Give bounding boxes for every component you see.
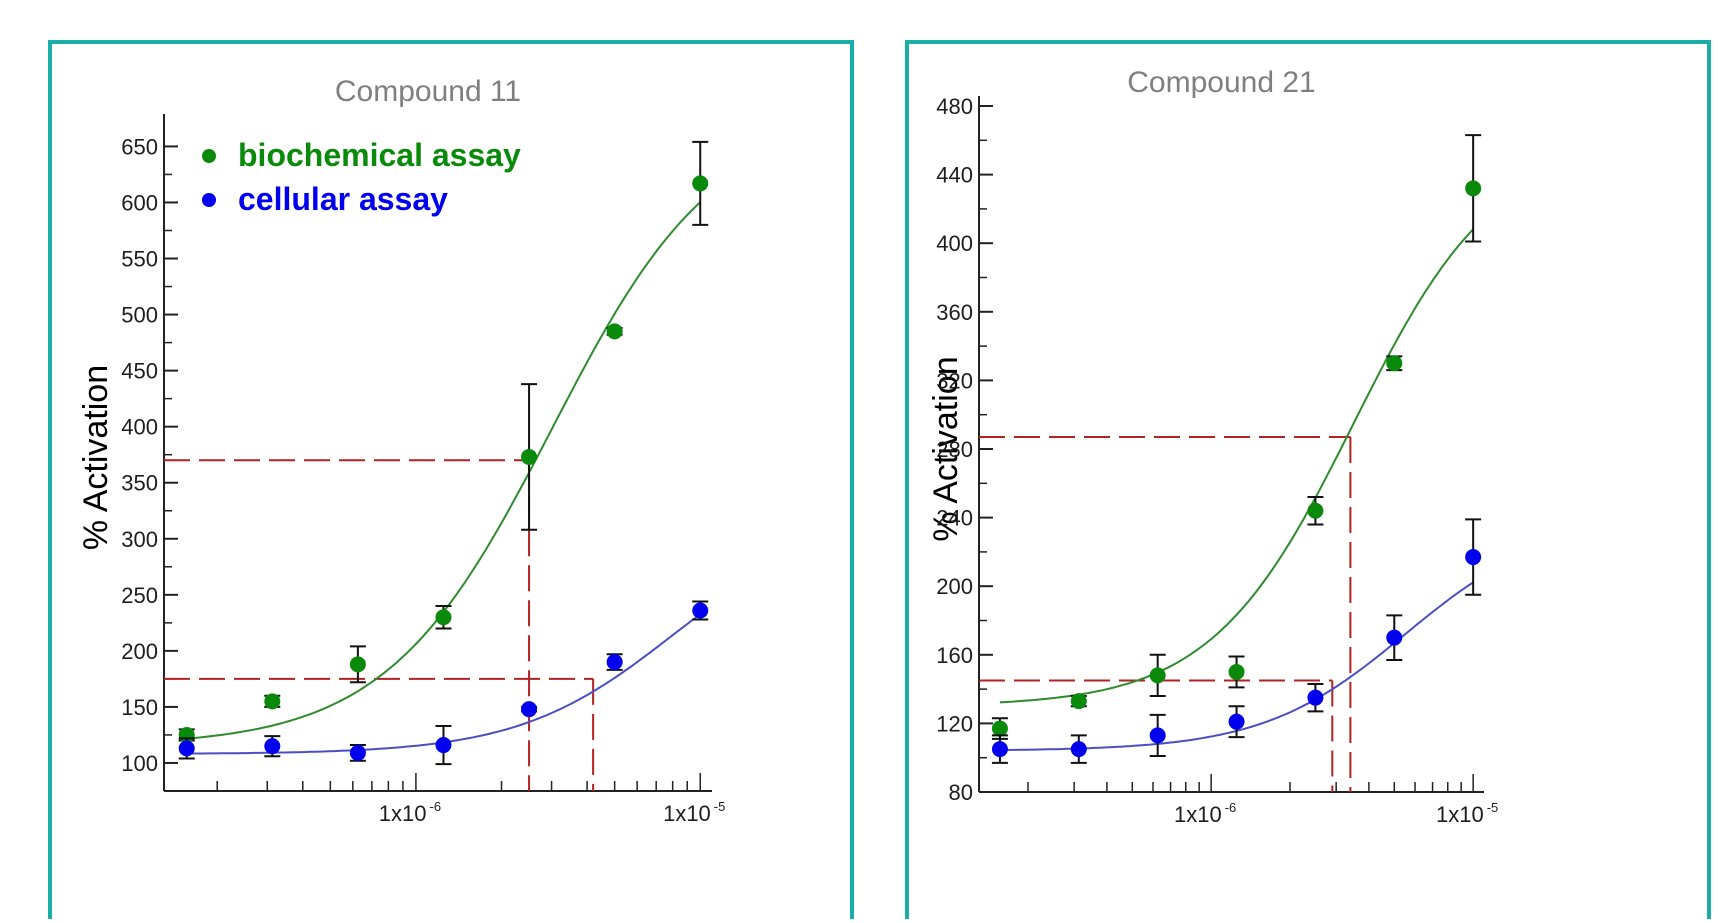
data-point-biochemical (606, 323, 623, 340)
x-tick-label-base: 1x10 (1174, 802, 1222, 827)
y-tick-label: 440 (936, 163, 973, 188)
data-point-cellular (264, 738, 281, 755)
y-tick-label: 300 (121, 527, 158, 552)
legend-marker-biochemical (202, 149, 216, 163)
y-tick-label: 600 (121, 190, 158, 215)
x-tick-label: 1x10 -5 (663, 799, 725, 826)
y-tick-label: 480 (936, 94, 973, 119)
data-point-cellular (521, 701, 538, 718)
x-tick-label: 1x10 -6 (1174, 800, 1236, 827)
legend-label-biochemical: biochemical assay (238, 137, 521, 173)
data-point-cellular (606, 654, 623, 671)
data-point-biochemical (521, 448, 538, 465)
data-point-biochemical (692, 175, 709, 192)
data-point-biochemical (1149, 667, 1166, 684)
data-point-cellular (692, 602, 709, 619)
x-tick-label: 1x10 -6 (379, 799, 441, 826)
chart-title: Compound 21 (1127, 66, 1315, 99)
data-point-biochemical (1070, 693, 1087, 710)
y-tick-label: 650 (121, 134, 158, 159)
data-point-biochemical (1465, 180, 1482, 197)
data-point-biochemical (435, 609, 452, 626)
x-tick-label-exponent: -6 (1225, 800, 1237, 815)
y-tick-label: 80 (949, 780, 973, 805)
y-tick-label: 350 (121, 471, 158, 496)
chart-title: Compound 11 (335, 75, 521, 108)
x-tick-label: 1x10 -5 (1436, 800, 1498, 827)
y-tick-label: 320 (936, 368, 973, 393)
data-point-cellular (1465, 549, 1482, 566)
data-point-biochemical (264, 693, 281, 710)
data-point-biochemical (1307, 502, 1324, 519)
y-tick-label: 450 (121, 359, 158, 384)
y-tick-label: 120 (936, 711, 973, 736)
data-point-cellular (1228, 713, 1245, 730)
data-point-cellular (1149, 727, 1166, 744)
data-point-biochemical (991, 720, 1008, 737)
data-point-cellular (1070, 741, 1087, 758)
y-tick-label: 240 (936, 506, 973, 531)
y-tick-label: 550 (121, 247, 158, 272)
data-point-cellular (349, 744, 366, 761)
data-point-biochemical (1386, 355, 1403, 372)
data-point-cellular (435, 737, 452, 754)
x-tick-label-exponent: -5 (1487, 800, 1499, 815)
chart-panel-compound-11: Compound 11 % Activation 100 150 200 250 300 35… (48, 40, 854, 919)
x-tick-label-base: 1x10 (1436, 802, 1484, 827)
legend-label-cellular: cellular assay (238, 181, 448, 217)
y-tick-label: 250 (121, 583, 158, 608)
x-tick-label-exponent: -6 (429, 799, 441, 814)
x-tick-label-exponent: -5 (714, 799, 726, 814)
y-tick-label: 360 (936, 300, 973, 325)
chart-svg-compound-21: Compound 21 % Activation 80 120 160 200 240 280… (927, 66, 1498, 827)
fit-curve-biochemical (186, 201, 701, 740)
y-tick-label: 150 (121, 695, 158, 720)
data-point-cellular (178, 740, 195, 757)
y-tick-label: 200 (936, 574, 973, 599)
y-tick-label: 400 (121, 415, 158, 440)
x-tick-label-base: 1x10 (663, 801, 711, 826)
data-point-cellular (1307, 689, 1324, 706)
chart-svg-compound-11: Compound 11 % Activation 100 150 200 250 300 35… (77, 75, 725, 826)
data-point-cellular (991, 741, 1008, 758)
data-point-biochemical (349, 656, 366, 673)
legend-marker-cellular (202, 193, 216, 207)
y-tick-label: 400 (936, 231, 973, 256)
y-tick-label: 280 (936, 437, 973, 462)
chart-panel-compound-21: Compound 21 % Activation 80 120 160 200 240 280… (905, 40, 1711, 919)
y-axis-label: % Activation (927, 356, 965, 541)
y-tick-label: 200 (121, 639, 158, 664)
x-tick-label-base: 1x10 (379, 801, 427, 826)
y-axis-label: % Activation (77, 365, 115, 550)
data-point-biochemical (1228, 663, 1245, 680)
data-point-cellular (1386, 629, 1403, 646)
y-tick-label: 500 (121, 303, 158, 328)
y-tick-label: 100 (121, 751, 158, 776)
y-tick-label: 160 (936, 643, 973, 668)
fit-curve-biochemical (999, 228, 1474, 704)
